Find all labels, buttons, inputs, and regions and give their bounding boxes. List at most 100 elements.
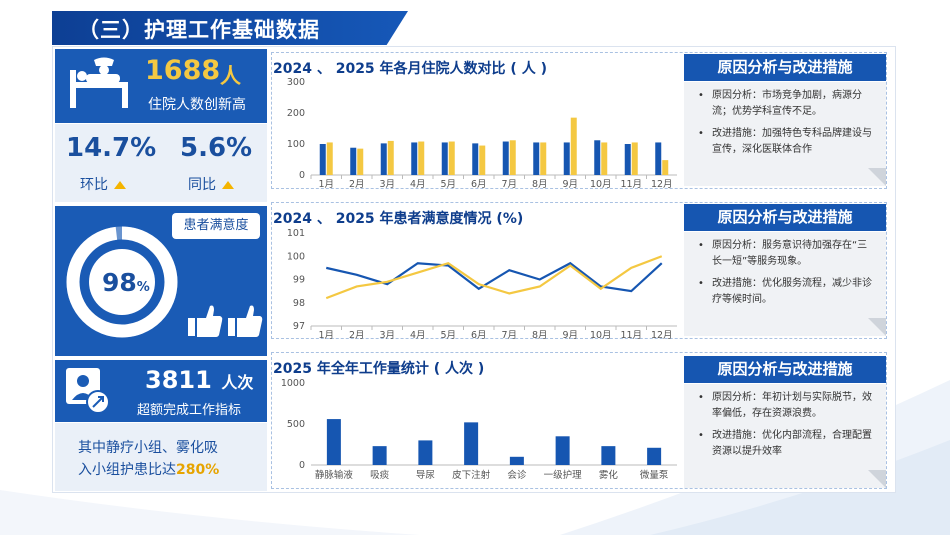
x-tick-label: 8月 [532,179,548,190]
workload-value-row: 3811 人次 [145,366,253,394]
mom-label-row: 环比 [80,174,126,194]
analysis1-item: 原因分析：市场竞争加剧，病源分流；优势学科宣传不足。 [694,88,876,120]
bar [540,142,547,175]
bar [319,144,326,175]
bar [372,446,387,465]
bar [601,446,616,465]
chart1-bar-monthly-inpatients: 0 100 200 300 1月 2月 3月 4月 5月 6月 7月 8月 9月 10月 11月 12月 [287,77,677,190]
yoy-label: 同比 [188,177,216,193]
x-tick-label: 4月 [410,330,426,341]
x-tick-label: 11月 [620,330,642,341]
bar [418,141,425,175]
x-tick-label: 12月 [651,179,673,190]
y-tick-label: 1000 [281,378,305,389]
bar [555,436,570,465]
x-tick-label: 2月 [349,179,365,190]
section-title-banner [52,11,408,45]
x-tick-label: 11月 [620,179,642,190]
series-line [326,261,663,293]
ratio-note-card [55,423,267,491]
bar [662,160,669,175]
satisfaction-tag: 患者满意度 [172,213,260,239]
analysis2-box: 原因分析：服务意识待加强存在“三长一短”等服务现象。 改进措施：优化服务流程，减… [684,232,886,336]
page-fold-icon [868,470,886,488]
bar [380,143,387,175]
x-tick-label: 12月 [651,330,673,341]
x-tick-label: 1月 [318,330,334,341]
bar [326,142,333,175]
y-tick-label: 100 [287,139,305,150]
x-tick-label: 9月 [562,179,578,190]
up-triangle-icon [114,181,126,189]
bar [647,447,662,465]
analysis2-header: 原因分析与改进措施 [684,204,886,231]
analysis2-item: 原因分析：服务意识待加强存在“三长一短”等服务现象。 [694,238,876,270]
analysis3-box: 原因分析：年初计划与实际脱节，效率偏低，存在资源浪费。 改进措施：优化内部流程，… [684,384,886,488]
x-tick-label: 吸痰 [370,469,390,481]
ratio-note-prefix: 入小组护患比达 [78,462,176,478]
x-tick-label: 静脉输液 [315,469,354,481]
bar [387,140,394,175]
yoy-value: 5.6% [180,133,253,163]
yoy-label-row: 同比 [188,174,234,194]
chart1-title: 2024 、 2025 年各月住院人数对比 ( 人 ) [273,61,547,77]
bar [594,140,601,175]
x-tick-label: 10月 [590,179,612,190]
mom-label: 环比 [80,177,108,193]
x-tick-label: 微量泵 [640,469,669,481]
workload-value: 3811 [145,366,212,394]
x-tick-label: 导尿 [416,470,436,481]
mom-value: 14.7% [66,133,157,163]
y-tick-label: 300 [287,77,305,88]
bar [624,144,631,175]
x-tick-label: 5月 [440,330,456,341]
ratio-note-highlight: 280% [176,462,220,478]
bar [357,148,364,175]
chart-panel-inpatients [271,52,887,189]
analysis1-item: 改进措施：加强特色专科品牌建设与宣传，深化医联体合作 [694,126,876,158]
x-tick-label: 一级护理 [544,469,583,481]
chart-panel-workload [271,352,887,489]
x-tick-label: 2月 [349,330,365,341]
bar [509,140,516,175]
x-tick-label: 会诊 [507,469,527,481]
y-tick-label: 97 [293,321,305,332]
analysis3-header: 原因分析与改进措施 [684,356,886,383]
chart2-title: 2024 、 2025 年患者满意度情况 (%) [273,211,524,227]
bar [631,142,638,175]
bar [326,419,341,465]
bar [411,142,418,175]
y-tick-label: 200 [287,108,305,119]
chart-panel-satisfaction [271,202,887,339]
bar [448,141,455,175]
ratio-note-line2: 入小组护患比达280% [78,459,219,481]
up-triangle-icon [222,181,234,189]
bar [655,142,662,175]
bar [570,117,577,175]
satisfaction-unit: % [136,280,150,295]
x-tick-label: 6月 [471,179,487,190]
analysis1-header: 原因分析与改进措施 [684,54,886,81]
nurse-bed-icon [70,57,128,108]
chart2-line-satisfaction: 97 98 99 100 101 1月 2月 3月 4月 5月 6月 7月 8月 9月 10月 11月 12月 [287,228,677,341]
y-tick-label: 101 [287,228,305,239]
y-tick-label: 98 [293,298,305,309]
ratio-note-line1: 其中静疗小组、雾化吸 [78,440,218,456]
thumbs-up-icon [188,305,263,337]
y-tick-label: 99 [293,275,305,286]
x-tick-label: 8月 [532,330,548,341]
page-fold-icon [868,318,886,336]
bar [441,142,448,175]
bar [533,142,540,175]
bar [479,145,486,175]
analysis1-box: 原因分析：市场竞争加剧，病源分流；优势学科宣传不足。 改进措施：加强特色专科品牌… [684,82,886,186]
x-tick-label: 3月 [379,179,395,190]
x-tick-label: 4月 [410,179,426,190]
bar [472,143,479,175]
nurse-id-icon [66,368,110,414]
y-tick-label: 500 [287,419,305,430]
chart3-bar-workload: 0 500 1000 静脉输液 吸痰 导尿 皮下注射 会诊 一级护理 雾化 微量泵 [281,378,677,481]
x-tick-label: 雾化 [599,469,619,481]
section-title: （三）护理工作基础数据 [78,18,320,42]
